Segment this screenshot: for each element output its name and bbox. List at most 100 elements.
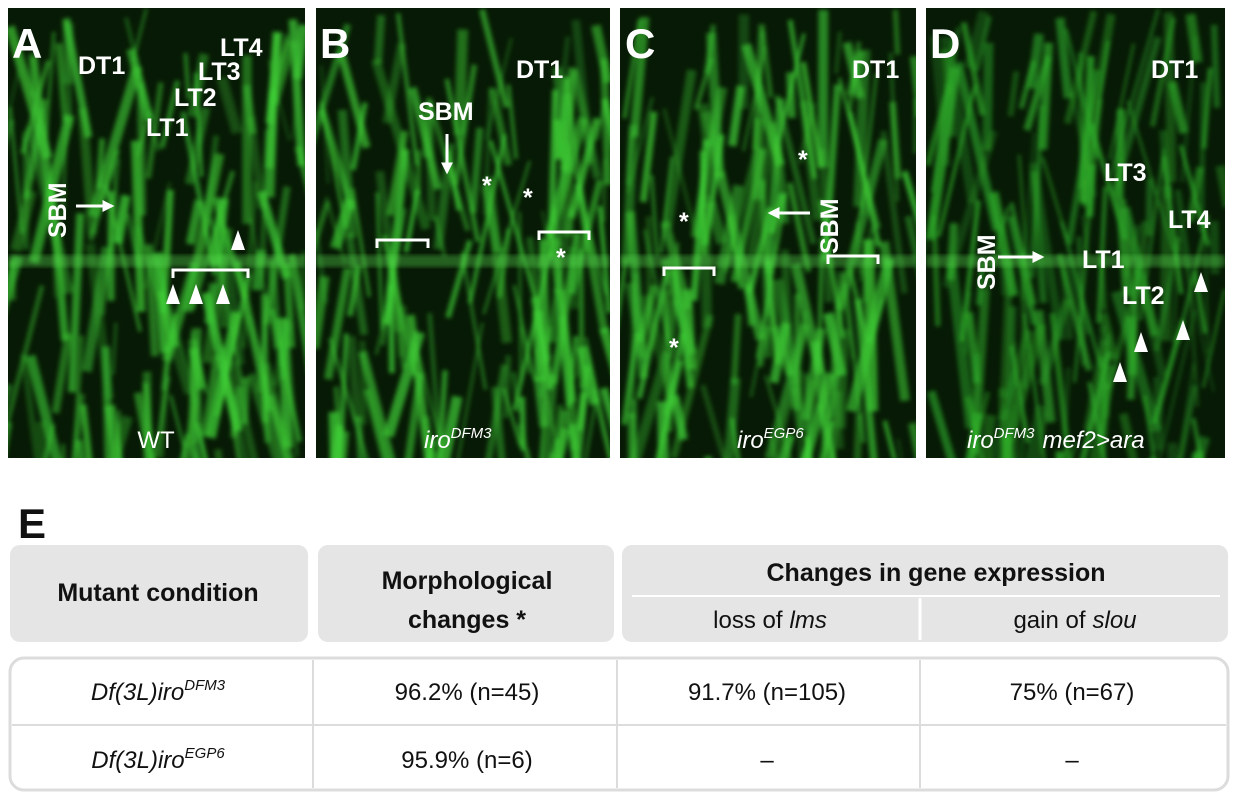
texture bbox=[130, 140, 146, 312]
texture bbox=[662, 289, 673, 432]
texture bbox=[568, 179, 604, 295]
texture bbox=[1142, 395, 1156, 458]
divider bbox=[312, 660, 921, 788]
texture bbox=[1108, 8, 1160, 178]
texture bbox=[485, 364, 508, 458]
texture bbox=[538, 353, 553, 399]
texture bbox=[629, 16, 650, 138]
texture bbox=[1025, 404, 1047, 458]
texture bbox=[1062, 367, 1071, 435]
texture bbox=[1158, 309, 1197, 458]
texture bbox=[351, 188, 371, 297]
cell: 91.7% (n=105) bbox=[688, 679, 846, 706]
texture bbox=[8, 422, 13, 448]
annotation: * bbox=[482, 172, 492, 200]
texture bbox=[453, 29, 469, 135]
texture bbox=[88, 65, 143, 219]
texture bbox=[516, 423, 531, 458]
texture bbox=[1178, 363, 1196, 458]
texture bbox=[242, 84, 257, 135]
arrowheads bbox=[1113, 272, 1208, 382]
texture bbox=[988, 191, 1019, 298]
texture bbox=[742, 46, 767, 152]
texture bbox=[1089, 364, 1117, 458]
annotation: LT1 bbox=[146, 114, 189, 142]
texture bbox=[845, 50, 866, 97]
texture bbox=[279, 318, 290, 380]
fibres bbox=[926, 8, 1225, 458]
texture bbox=[124, 17, 161, 152]
texture bbox=[373, 14, 386, 65]
texture bbox=[853, 413, 863, 458]
texture bbox=[723, 377, 741, 458]
texture bbox=[444, 149, 462, 211]
texture bbox=[630, 350, 673, 458]
texture bbox=[518, 211, 523, 382]
texture bbox=[599, 386, 610, 426]
texture bbox=[1126, 267, 1141, 400]
texture bbox=[540, 374, 559, 458]
micrograph bbox=[926, 8, 1225, 458]
texture bbox=[188, 347, 207, 391]
texture bbox=[539, 326, 552, 458]
header: Changes in gene expression bbox=[767, 559, 1106, 587]
segment-border bbox=[926, 255, 1225, 267]
texture bbox=[224, 381, 242, 458]
texture bbox=[659, 156, 674, 254]
texture bbox=[940, 36, 978, 204]
texture bbox=[1082, 215, 1089, 257]
texture bbox=[109, 415, 133, 458]
texture bbox=[502, 355, 512, 419]
texture bbox=[552, 66, 573, 175]
texture bbox=[705, 200, 728, 245]
texture bbox=[479, 8, 510, 109]
header: Mutant condition bbox=[57, 579, 258, 607]
texture bbox=[775, 388, 796, 458]
cell: 96.2% (n=45) bbox=[395, 679, 540, 706]
texture bbox=[645, 216, 653, 352]
texture bbox=[319, 101, 348, 229]
texture bbox=[714, 184, 744, 285]
subheader: gain of slou bbox=[1013, 607, 1136, 634]
texture bbox=[764, 323, 810, 458]
texture bbox=[749, 356, 761, 398]
texture bbox=[1210, 24, 1221, 108]
cell: – bbox=[760, 747, 774, 774]
texture bbox=[636, 269, 670, 399]
texture bbox=[8, 68, 21, 120]
texture bbox=[926, 66, 961, 241]
texture bbox=[43, 424, 56, 458]
texture bbox=[927, 390, 956, 458]
texture bbox=[567, 117, 601, 219]
texture bbox=[25, 354, 62, 458]
texture bbox=[232, 260, 274, 412]
annotation: LT1 bbox=[1082, 246, 1125, 274]
texture bbox=[185, 199, 204, 246]
texture bbox=[189, 332, 208, 394]
texture bbox=[8, 118, 15, 143]
texture bbox=[599, 58, 610, 186]
texture bbox=[730, 313, 742, 385]
texture bbox=[350, 102, 368, 171]
texture bbox=[964, 10, 989, 70]
texture bbox=[576, 365, 591, 431]
bracket bbox=[171, 268, 250, 278]
segment-border bbox=[316, 255, 610, 267]
texture bbox=[71, 393, 86, 458]
texture bbox=[1192, 270, 1208, 334]
texture bbox=[1202, 289, 1225, 388]
texture bbox=[346, 335, 362, 423]
texture bbox=[1161, 155, 1184, 295]
texture bbox=[87, 149, 121, 242]
texture bbox=[602, 158, 607, 222]
texture bbox=[1149, 17, 1177, 127]
texture bbox=[316, 200, 331, 249]
texture bbox=[965, 412, 984, 458]
texture bbox=[621, 332, 640, 426]
texture bbox=[240, 377, 250, 425]
texture bbox=[433, 216, 447, 257]
texture bbox=[28, 52, 39, 98]
texture bbox=[974, 15, 992, 72]
texture bbox=[201, 354, 221, 437]
